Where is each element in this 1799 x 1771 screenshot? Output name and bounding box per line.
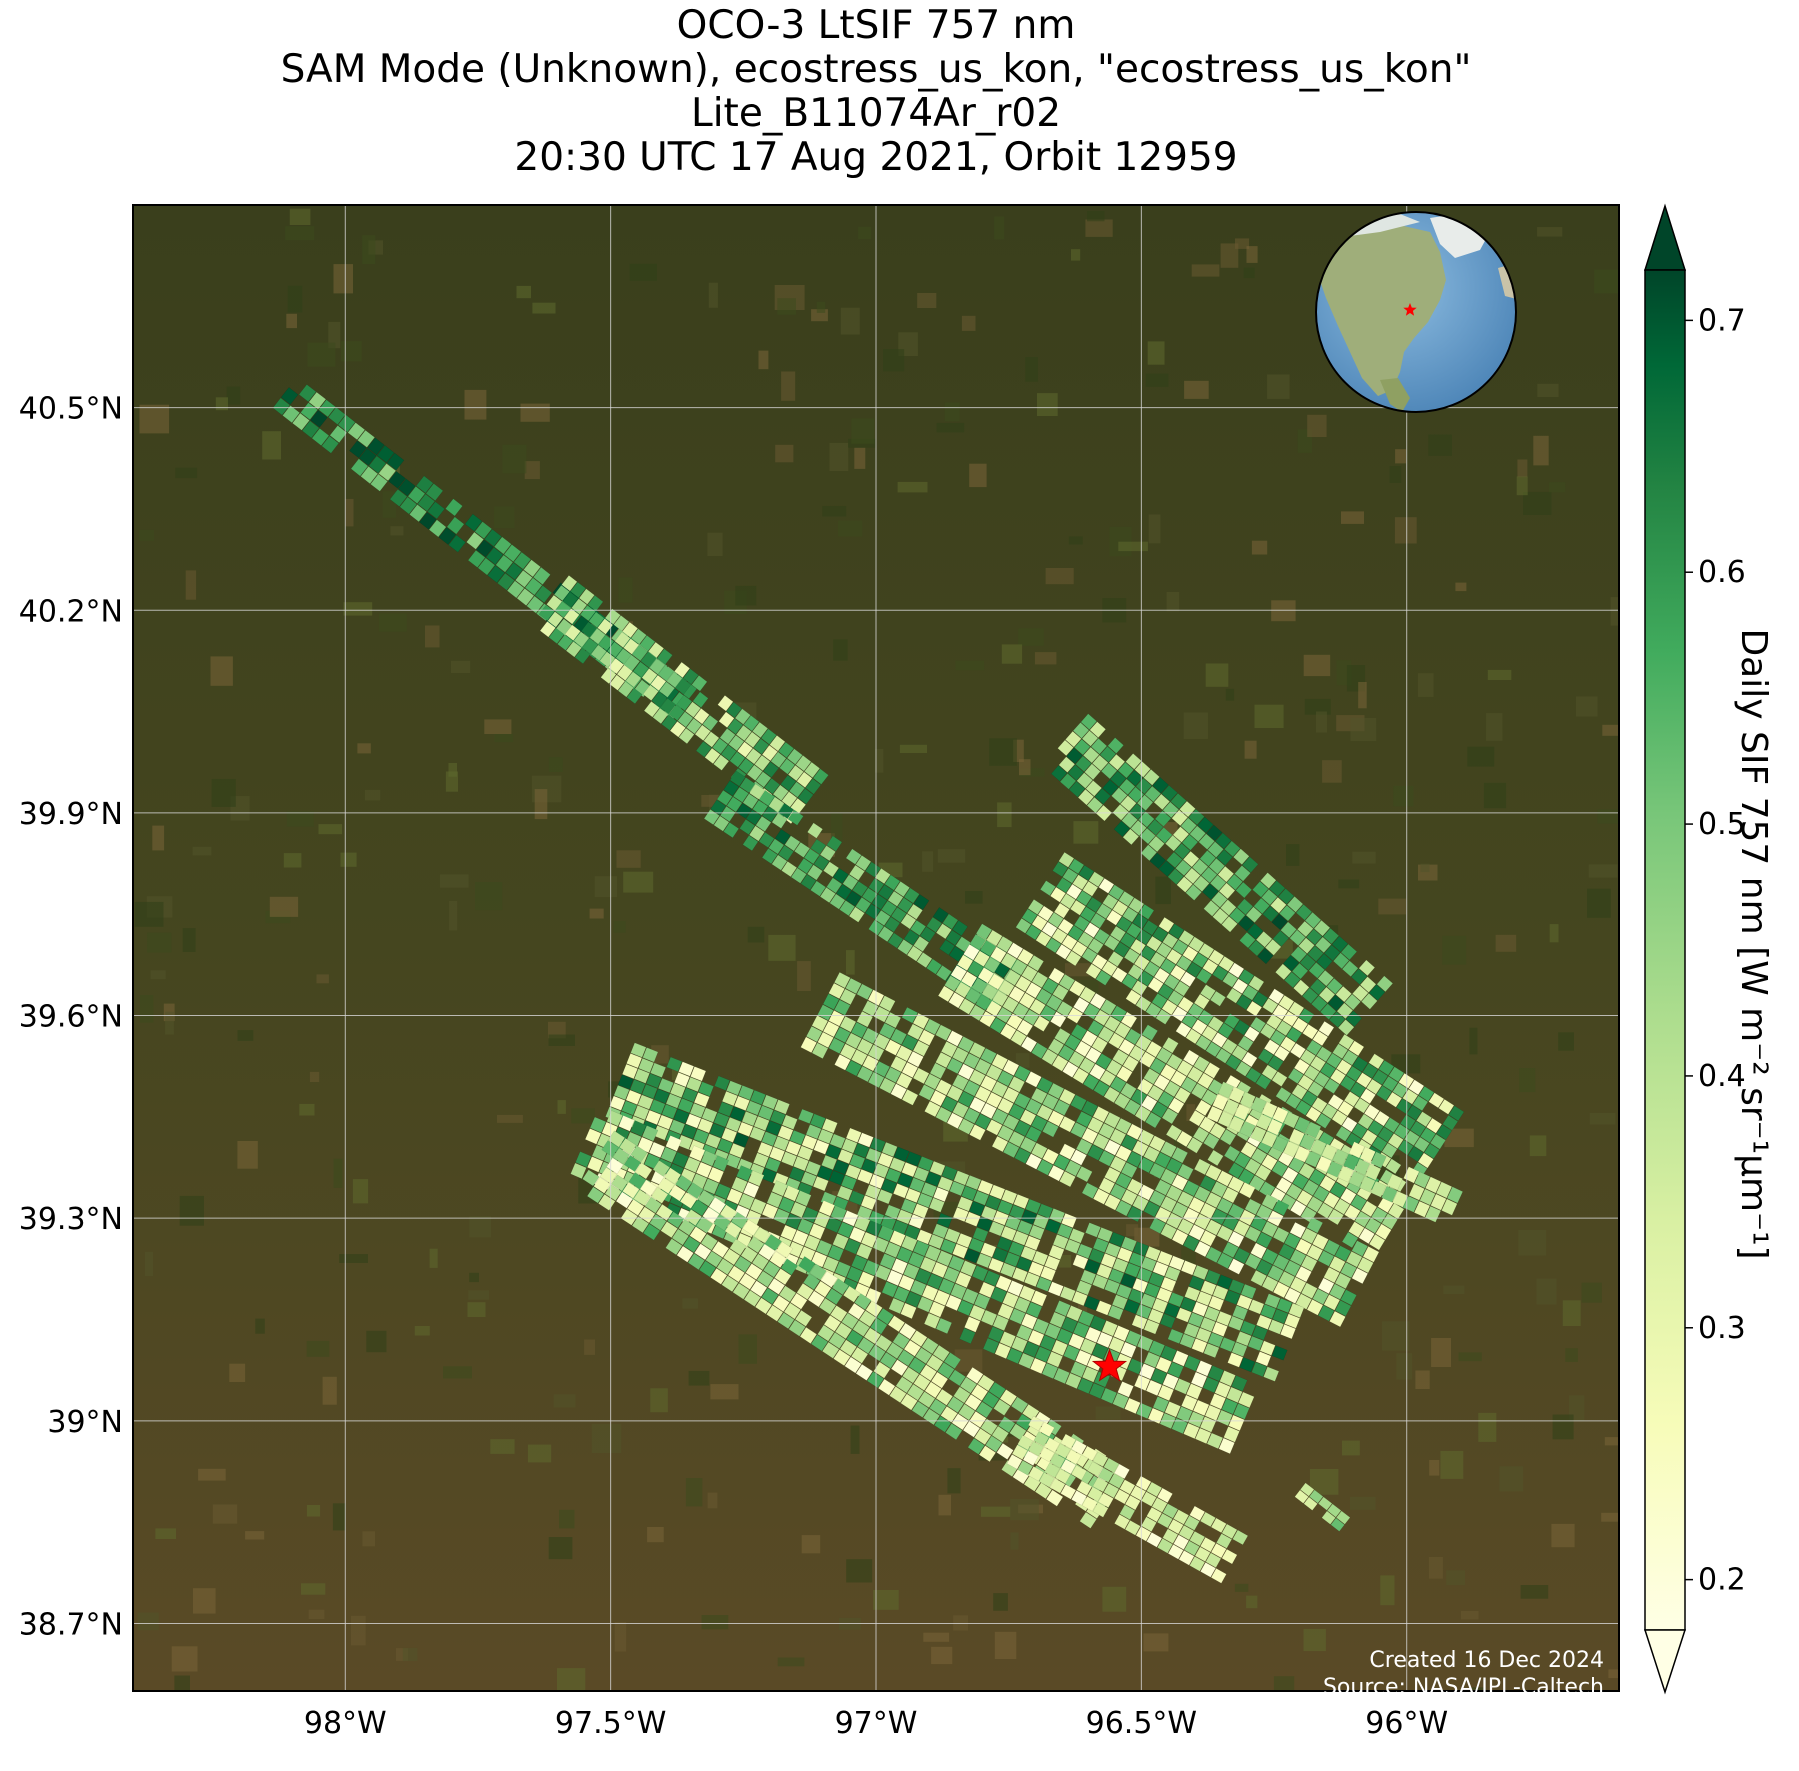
- north-america-shape: [1318, 224, 1446, 396]
- title-line-4: 20:30 UTC 17 Aug 2021, Orbit 12959: [514, 135, 1238, 180]
- latitude-tick-labels: 40.5°N 40.2°N 39.9°N 39.6°N 39.3°N 39°N 38.7°N: [19, 392, 123, 1643]
- colorbar-tick-label: 0.2: [1698, 1563, 1746, 1598]
- longitude-tick-labels: 98°W 97.5°W 97°W 96.5°W 96°W: [304, 1706, 1448, 1741]
- colorbar-tick-label: 0.4: [1698, 1059, 1746, 1094]
- sif-soundings: [272, 384, 1465, 1584]
- title-line-2: SAM Mode (Unknown), ecostress_us_kon, "e…: [280, 47, 1472, 92]
- lon-tick-label: 97°W: [835, 1706, 918, 1741]
- title-line-1: OCO-3 LtSIF 757 nm: [676, 3, 1076, 48]
- lat-tick-label: 40.2°N: [19, 594, 123, 629]
- credit-source: Source: NASA/JPL-Caltech: [1323, 1675, 1604, 1700]
- target-site-star: [1091, 1348, 1128, 1382]
- lon-tick-label: 96°W: [1365, 1706, 1448, 1741]
- colorbar-tick-label: 0.5: [1698, 807, 1746, 842]
- gridlines: [133, 205, 1619, 1691]
- lat-tick-label: 40.5°N: [19, 392, 123, 427]
- colorbar-tick-label: 0.7: [1698, 303, 1746, 338]
- figure-title: OCO-3 LtSIF 757 nm SAM Mode (Unknown), e…: [133, 4, 1619, 180]
- mexico-shape: [1380, 378, 1410, 412]
- land-texture: [134, 208, 1619, 1691]
- lon-tick-label: 98°W: [304, 1706, 387, 1741]
- lon-tick-label: 97.5°W: [555, 1706, 666, 1741]
- map-frame: [132, 204, 1620, 1692]
- colorbar-tick-label: 0.6: [1698, 555, 1746, 590]
- globe-target-star: [1403, 303, 1417, 316]
- colorbar-label: Daily SIF 757 nm [W m⁻² sr⁻¹μm⁻¹]: [1733, 628, 1774, 1259]
- lat-tick-label: 39.6°N: [19, 1000, 123, 1035]
- lat-tick-label: 39.3°N: [19, 1202, 123, 1237]
- colorbar-extend-max: [1643, 203, 1687, 271]
- lat-tick-label: 39.9°N: [19, 797, 123, 832]
- colorbar-ticks: 0.2 0.3 0.4 0.5 0.6 0.7: [1685, 303, 1746, 1598]
- lat-tick-label: 38.7°N: [19, 1607, 123, 1642]
- lon-tick-label: 96.5°W: [1086, 1706, 1197, 1741]
- lat-tick-label: 39°N: [47, 1405, 123, 1440]
- title-line-3: Lite_B11074Ar_r02: [690, 91, 1062, 136]
- inset-globe: [1315, 211, 1517, 413]
- colorbar: 0.2 0.3 0.4 0.5 0.6 0.7 Daily SIF 757 nm [W m…: [1643, 203, 1774, 1695]
- colorbar-tick-label: 0.3: [1698, 1311, 1746, 1346]
- colorbar-extend-min: [1643, 1629, 1687, 1695]
- credit-created: Created 16 Dec 2024: [1369, 1648, 1604, 1673]
- colorbar-bar: [1644, 269, 1686, 1631]
